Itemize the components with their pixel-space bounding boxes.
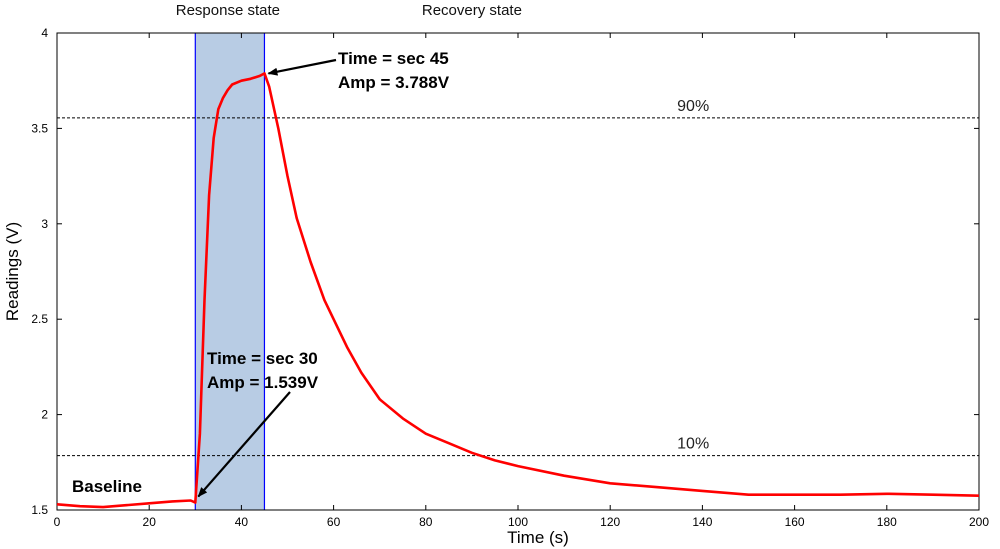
y-tick-label: 4	[41, 26, 48, 40]
y-axis-label: Readings (V)	[3, 222, 22, 321]
peak-arrow	[267, 58, 337, 76]
start-time-annotation: Time = sec 30	[207, 349, 318, 368]
x-axis-ticks: 0 20 40 60 80 100 120 140 160 180 200	[54, 33, 989, 529]
y-tick-label: 2	[41, 408, 48, 422]
ninety-percent-label: 90%	[677, 98, 709, 115]
y-tick-label: 1.5	[31, 503, 48, 517]
x-axis-label: Time (s)	[507, 528, 569, 547]
x-tick-label: 180	[877, 515, 897, 529]
x-tick-label: 80	[419, 515, 433, 529]
x-tick-label: 160	[785, 515, 805, 529]
x-tick-label: 60	[327, 515, 341, 529]
baseline-annotation: Baseline	[72, 477, 142, 496]
x-tick-label: 40	[235, 515, 249, 529]
start-amp-annotation: Amp = 1.539V	[207, 373, 319, 392]
x-tick-label: 140	[692, 515, 712, 529]
start-arrow	[197, 391, 291, 498]
y-tick-label: 3	[41, 217, 48, 231]
x-tick-label: 120	[600, 515, 620, 529]
y-axis-ticks: 1.5 2 2.5 3 3.5 4	[31, 26, 979, 517]
ten-percent-label: 10%	[677, 436, 709, 453]
x-tick-label: 0	[54, 515, 61, 529]
x-tick-label: 20	[143, 515, 157, 529]
x-tick-label: 100	[508, 515, 528, 529]
peak-amp-annotation: Amp = 3.788V	[338, 73, 450, 92]
recovery-state-label: Recovery state	[422, 2, 522, 19]
response-state-label: Response state	[176, 2, 280, 19]
reading-series-line	[56, 72, 980, 509]
y-tick-label: 3.5	[31, 121, 48, 135]
x-tick-label: 200	[969, 515, 989, 529]
y-tick-label: 2.5	[31, 312, 48, 326]
peak-time-annotation: Time = sec 45	[338, 49, 449, 68]
